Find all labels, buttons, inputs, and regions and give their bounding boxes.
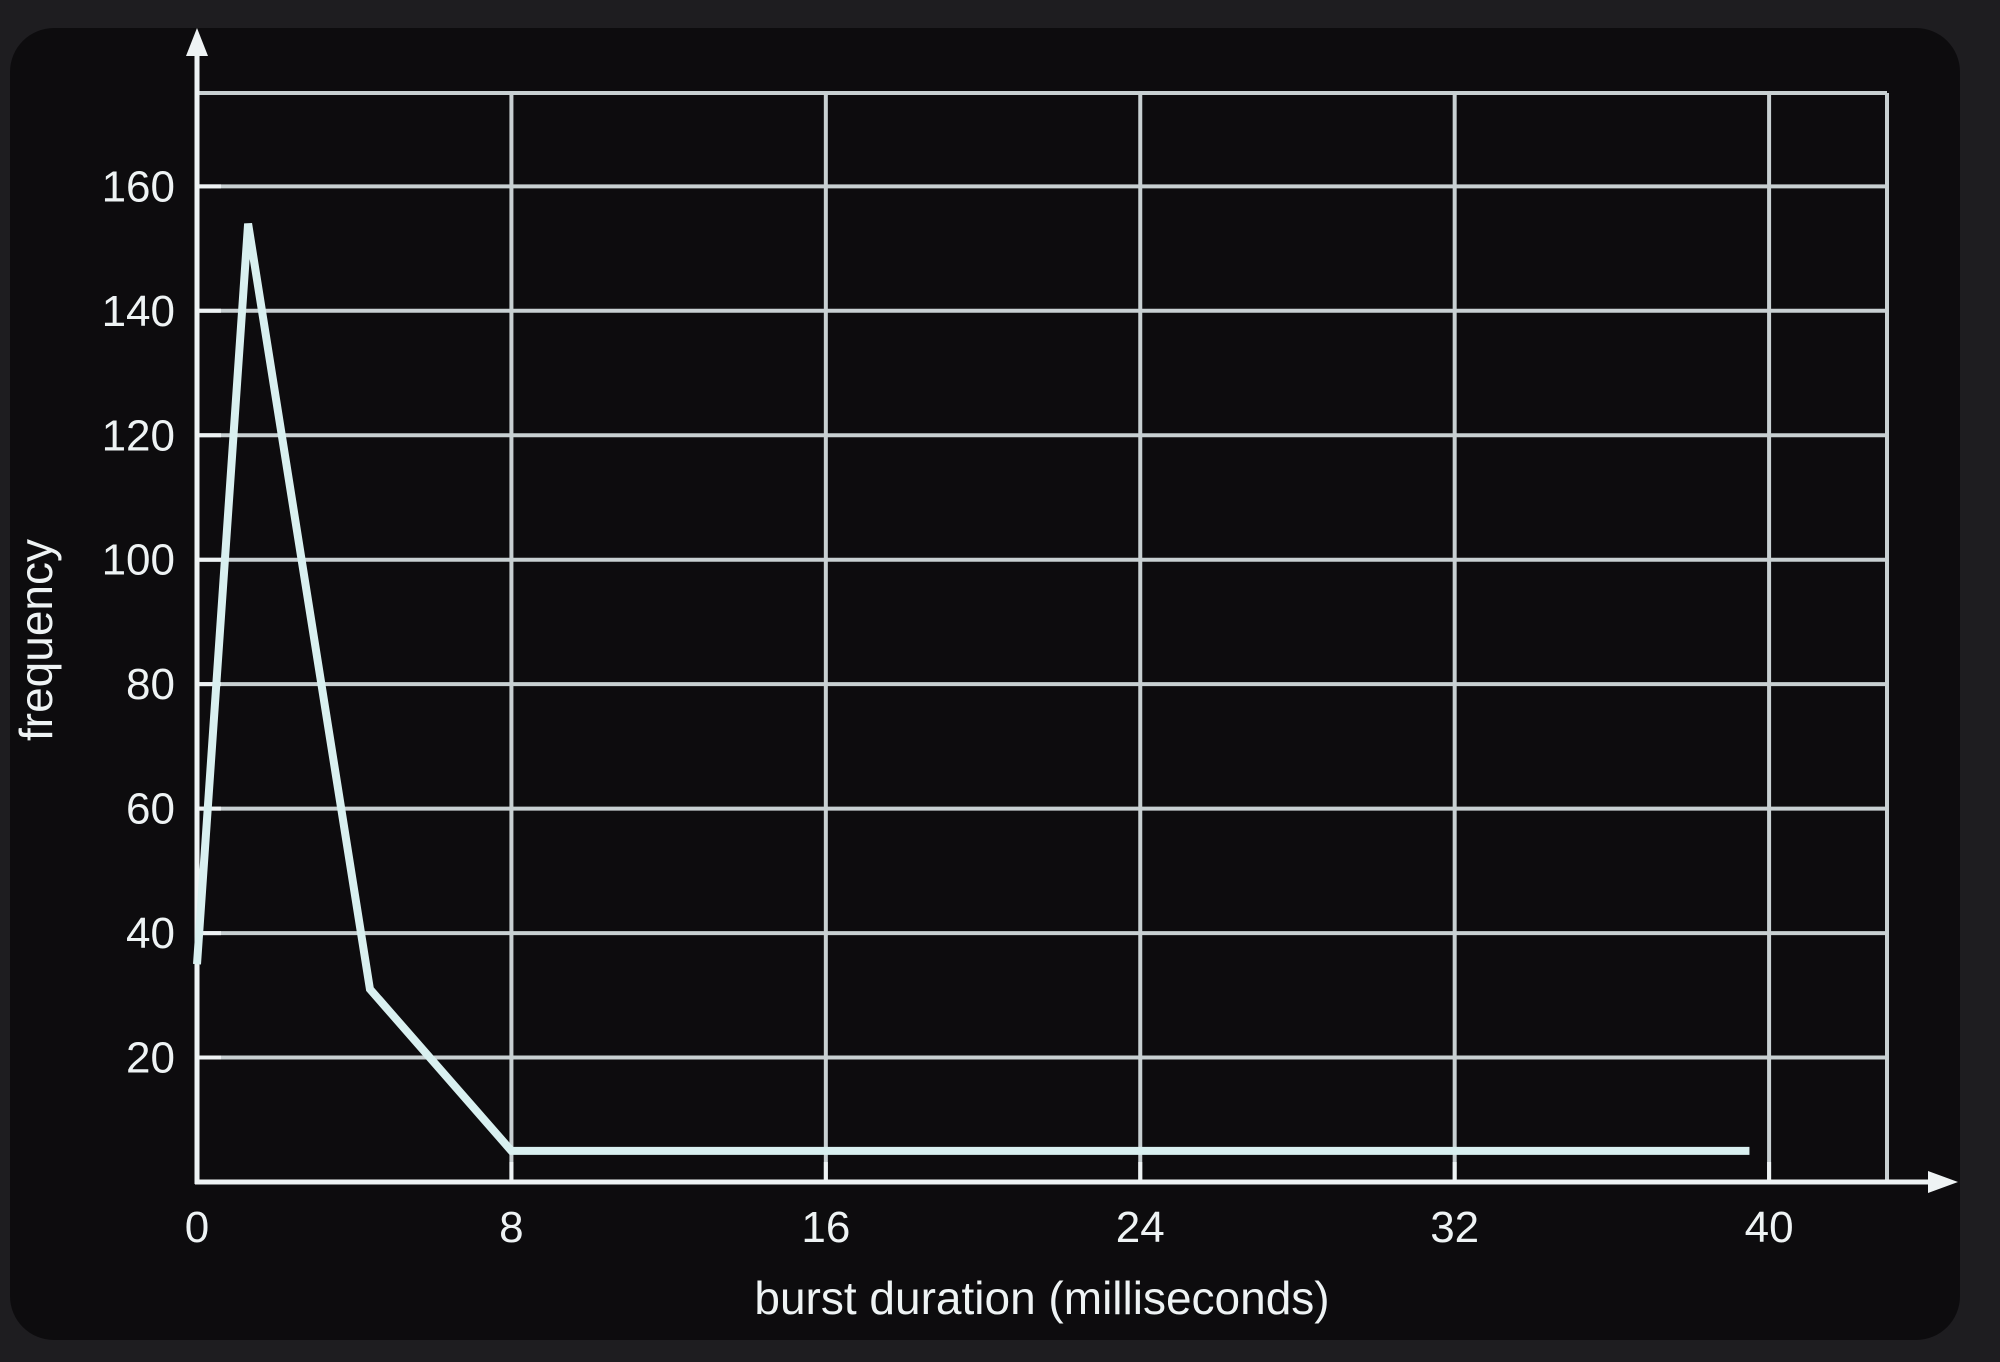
- y-tick-label: 160: [102, 162, 175, 211]
- y-tick-label: 80: [126, 660, 175, 709]
- x-axis-arrow-icon: [1928, 1171, 1958, 1193]
- x-tick-label: 32: [1430, 1203, 1479, 1252]
- y-axis-arrow-icon: [186, 28, 208, 56]
- grid: [197, 91, 1889, 1182]
- series-line: [193, 223, 1750, 1155]
- y-tick-label: 60: [126, 785, 175, 834]
- y-tick-label: 140: [102, 287, 175, 336]
- y-axis-label: frequency: [10, 539, 62, 741]
- x-tick-label: 0: [185, 1203, 209, 1252]
- y-tick-label: 100: [102, 536, 175, 585]
- tick-labels: 0 8 16 24 32 40 20 40 60 80 100 120 140 160: [102, 162, 1794, 1252]
- y-tick-label: 120: [102, 411, 175, 460]
- x-tick-label: 16: [801, 1203, 850, 1252]
- x-tick-label: 40: [1745, 1203, 1794, 1252]
- x-tick-label: 24: [1116, 1203, 1165, 1252]
- x-tick-label: 8: [499, 1203, 523, 1252]
- series-layer: [193, 223, 1750, 1155]
- y-tick-label: 20: [126, 1034, 175, 1083]
- x-axis-label: burst duration (milliseconds): [754, 1272, 1329, 1324]
- y-tick-label: 40: [126, 909, 175, 958]
- axes: [186, 28, 1958, 1193]
